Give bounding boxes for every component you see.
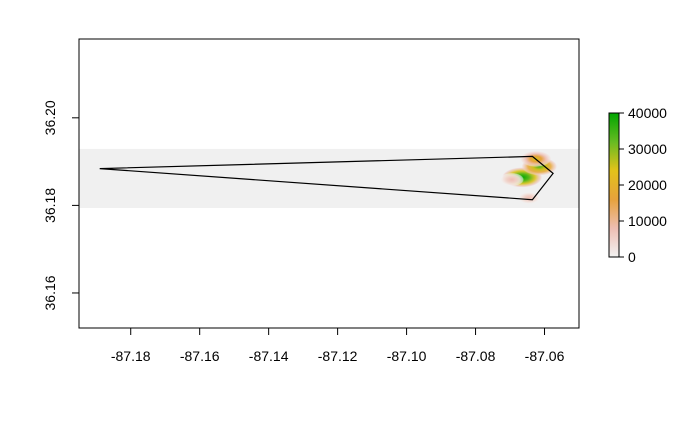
legend-tick-label: 10000 [628,213,667,229]
density-hotspot [499,172,525,187]
plot-layer [79,148,579,209]
legend-tick-label: 30000 [628,141,667,157]
legend-tick-label: 20000 [628,177,667,193]
raster-background [79,148,579,209]
boundary-polygon [99,155,554,201]
legend-layer: 0 10000 20000 30000 40000 [608,105,667,265]
x-tick-label: -87.12 [318,348,358,364]
y-tick-label: 36.20 [42,100,58,135]
y-tick-label: 36.16 [42,275,58,310]
legend-colorbar [608,112,620,258]
legend-tick-label: 0 [628,249,636,265]
legend-tick-label: 40000 [628,105,667,121]
density-hotspot [517,191,541,205]
x-tick-label: -87.10 [387,348,427,364]
x-tick-label: -87.16 [180,348,220,364]
y-tick-label: 36.18 [42,188,58,223]
x-tick-label: -87.08 [456,348,496,364]
x-tick-label: -87.14 [249,348,289,364]
x-tick-label: -87.06 [525,348,565,364]
x-tick-label: -87.18 [111,348,151,364]
axes-layer: -87.18 -87.16 -87.14 -87.12 -87.10 -87.08 -87.… [42,38,580,364]
